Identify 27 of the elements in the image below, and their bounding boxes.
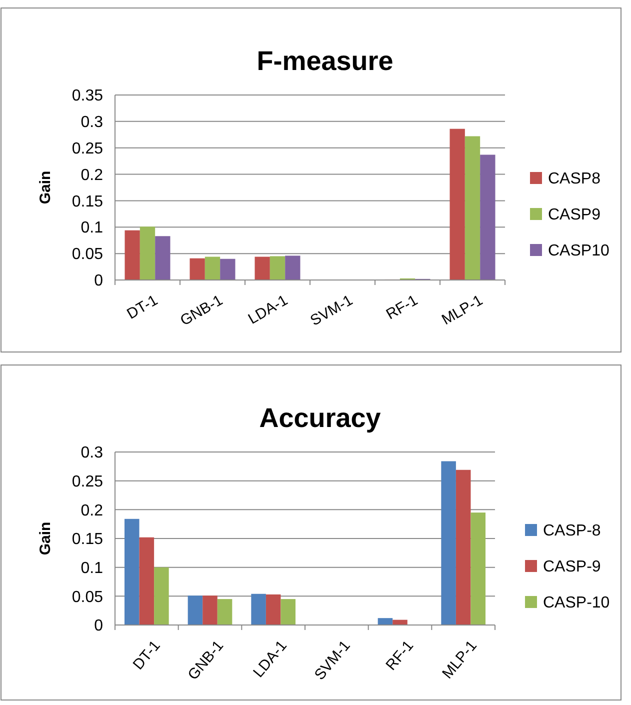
y-tick-label: 0.3 <box>80 444 104 462</box>
y-tick-label: 0.35 <box>72 88 104 105</box>
x-tick-label: DT-1 <box>124 292 161 323</box>
y-tick-label: 0 <box>94 618 104 635</box>
legend-label: CASP-9 <box>543 558 601 576</box>
y-tick-label: 0.25 <box>72 140 104 158</box>
y-tick-label: 0 <box>94 272 104 290</box>
legend-label: CASP-10 <box>543 594 610 612</box>
y-axis-title: Gain <box>37 170 54 204</box>
y-tick-label: 0.2 <box>80 502 104 520</box>
legend-label: CASP-8 <box>543 522 601 540</box>
y-tick-label: 0.2 <box>80 166 104 184</box>
legend-label: CASP9 <box>548 206 601 224</box>
legend-label: CASP8 <box>548 170 601 188</box>
y-tick-label: 0.05 <box>72 246 104 264</box>
y-tick-label: 0.15 <box>72 193 104 210</box>
chart-title: Accuracy <box>259 403 381 433</box>
y-tick-label: 0.05 <box>72 588 104 606</box>
y-tick-label: 0.1 <box>80 560 104 577</box>
y-tick-label: 0.1 <box>80 220 104 237</box>
x-tick-label: RF-1 <box>383 292 421 324</box>
y-tick-label: 0.15 <box>72 531 104 548</box>
y-axis-title: Gain <box>37 522 54 556</box>
chart-title: F-measure <box>256 46 394 76</box>
legend-label: CASP10 <box>548 242 610 260</box>
y-tick-label: 0.25 <box>72 473 104 490</box>
y-tick-label: 0.3 <box>80 114 104 132</box>
